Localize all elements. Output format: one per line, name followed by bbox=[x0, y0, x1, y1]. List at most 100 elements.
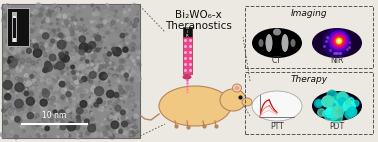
Circle shape bbox=[103, 54, 107, 58]
Circle shape bbox=[86, 77, 90, 81]
Circle shape bbox=[62, 97, 64, 99]
Circle shape bbox=[80, 54, 83, 57]
Circle shape bbox=[59, 110, 65, 116]
Circle shape bbox=[48, 72, 51, 75]
Circle shape bbox=[76, 20, 77, 21]
Circle shape bbox=[65, 24, 68, 27]
Circle shape bbox=[86, 60, 88, 63]
Circle shape bbox=[31, 12, 34, 14]
Circle shape bbox=[33, 73, 35, 75]
Text: N
I
R: N I R bbox=[186, 26, 189, 38]
Circle shape bbox=[71, 123, 73, 124]
Circle shape bbox=[60, 126, 62, 128]
Circle shape bbox=[48, 67, 50, 69]
Circle shape bbox=[83, 58, 85, 60]
Circle shape bbox=[131, 47, 135, 51]
Circle shape bbox=[15, 55, 17, 58]
Circle shape bbox=[13, 45, 17, 50]
Circle shape bbox=[6, 39, 11, 44]
Circle shape bbox=[73, 77, 76, 80]
Circle shape bbox=[99, 91, 103, 95]
Circle shape bbox=[76, 105, 81, 109]
Circle shape bbox=[137, 40, 141, 43]
Circle shape bbox=[58, 42, 60, 44]
Circle shape bbox=[36, 85, 37, 86]
Circle shape bbox=[20, 30, 22, 32]
Circle shape bbox=[121, 110, 125, 115]
Circle shape bbox=[49, 54, 56, 61]
Circle shape bbox=[3, 58, 7, 61]
Circle shape bbox=[118, 80, 120, 82]
Circle shape bbox=[129, 132, 133, 137]
Circle shape bbox=[331, 112, 339, 119]
Circle shape bbox=[123, 120, 125, 122]
Circle shape bbox=[77, 134, 79, 135]
Circle shape bbox=[2, 96, 6, 99]
Circle shape bbox=[95, 75, 97, 77]
Circle shape bbox=[8, 38, 10, 40]
Circle shape bbox=[102, 127, 106, 131]
Circle shape bbox=[15, 125, 17, 127]
Circle shape bbox=[20, 123, 25, 128]
Circle shape bbox=[23, 116, 27, 120]
Circle shape bbox=[93, 12, 96, 15]
Circle shape bbox=[44, 65, 46, 67]
Circle shape bbox=[35, 112, 37, 114]
Circle shape bbox=[68, 46, 73, 50]
Circle shape bbox=[103, 25, 105, 28]
Circle shape bbox=[10, 47, 14, 50]
Circle shape bbox=[97, 32, 102, 37]
Circle shape bbox=[111, 121, 119, 129]
Circle shape bbox=[43, 18, 46, 22]
Circle shape bbox=[130, 18, 133, 21]
Circle shape bbox=[98, 109, 100, 112]
Circle shape bbox=[132, 23, 137, 28]
Circle shape bbox=[67, 37, 71, 41]
Circle shape bbox=[38, 18, 42, 22]
Circle shape bbox=[57, 14, 61, 17]
Circle shape bbox=[66, 55, 71, 59]
Circle shape bbox=[127, 66, 130, 69]
Circle shape bbox=[43, 67, 48, 71]
Circle shape bbox=[344, 105, 350, 111]
Circle shape bbox=[120, 53, 125, 57]
Circle shape bbox=[17, 108, 20, 111]
Circle shape bbox=[116, 50, 121, 55]
Circle shape bbox=[95, 26, 100, 30]
Circle shape bbox=[94, 103, 98, 107]
Circle shape bbox=[22, 91, 26, 95]
Circle shape bbox=[92, 72, 94, 73]
Circle shape bbox=[48, 9, 51, 12]
Circle shape bbox=[128, 53, 129, 54]
Circle shape bbox=[104, 36, 105, 38]
Circle shape bbox=[57, 115, 61, 120]
Circle shape bbox=[46, 51, 49, 53]
Circle shape bbox=[47, 29, 50, 32]
Circle shape bbox=[23, 44, 26, 47]
Circle shape bbox=[52, 64, 54, 66]
Circle shape bbox=[101, 99, 104, 102]
Circle shape bbox=[8, 50, 12, 54]
Circle shape bbox=[130, 92, 135, 96]
Circle shape bbox=[13, 67, 14, 68]
Circle shape bbox=[72, 46, 74, 48]
Circle shape bbox=[28, 11, 32, 15]
Circle shape bbox=[98, 62, 103, 67]
Circle shape bbox=[95, 10, 97, 11]
Circle shape bbox=[127, 104, 129, 105]
Circle shape bbox=[316, 101, 322, 106]
Circle shape bbox=[323, 29, 351, 57]
Circle shape bbox=[69, 18, 70, 20]
Circle shape bbox=[121, 72, 124, 75]
Circle shape bbox=[109, 85, 111, 86]
Bar bbox=[12, 12, 17, 42]
Circle shape bbox=[8, 32, 13, 37]
Circle shape bbox=[95, 75, 99, 79]
Circle shape bbox=[127, 126, 130, 129]
Circle shape bbox=[124, 72, 128, 77]
Circle shape bbox=[121, 61, 124, 64]
Circle shape bbox=[3, 53, 8, 57]
Circle shape bbox=[132, 116, 136, 121]
Circle shape bbox=[55, 59, 57, 60]
Circle shape bbox=[36, 3, 41, 8]
